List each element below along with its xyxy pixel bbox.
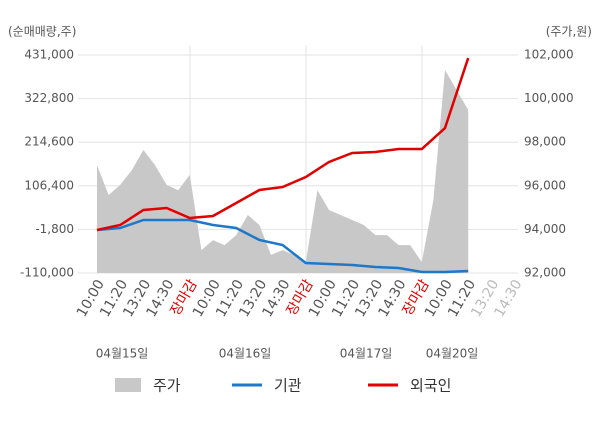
date-label: 04월17일: [340, 347, 393, 361]
y-tick-label: 431,000: [24, 48, 74, 62]
legend-label: 주가: [153, 377, 181, 395]
y-tick-label: 322,800: [24, 91, 74, 105]
legend-label: 외국인: [410, 377, 451, 395]
y-axis-label: (순매매량,주): [8, 25, 76, 39]
y-tick-label: 106,400: [24, 178, 74, 192]
legend-label: 기관: [274, 377, 302, 395]
y-tick-label: 214,600: [24, 135, 74, 149]
series-line: [96, 218, 469, 274]
y2-tick-label: 96,000: [524, 178, 566, 192]
y2-axis-label: (주가,원): [546, 25, 592, 39]
y2-tick-label: 102,000: [524, 48, 574, 62]
price-area: [97, 70, 469, 273]
y2-tick-label: 100,000: [524, 91, 574, 105]
date-label: 04월16일: [219, 347, 272, 361]
y-tick-label: -110,000: [20, 266, 74, 280]
date-label: 04월15일: [96, 347, 149, 361]
y2-tick-label: 94,000: [524, 222, 566, 236]
y2-tick-label: 98,000: [524, 135, 566, 149]
series-line: [96, 57, 470, 232]
y-tick-label: -1,800: [35, 222, 74, 236]
date-label: 04월20일: [426, 347, 479, 361]
y2-tick-label: 92,000: [524, 266, 566, 280]
legend-swatch: [115, 378, 141, 392]
